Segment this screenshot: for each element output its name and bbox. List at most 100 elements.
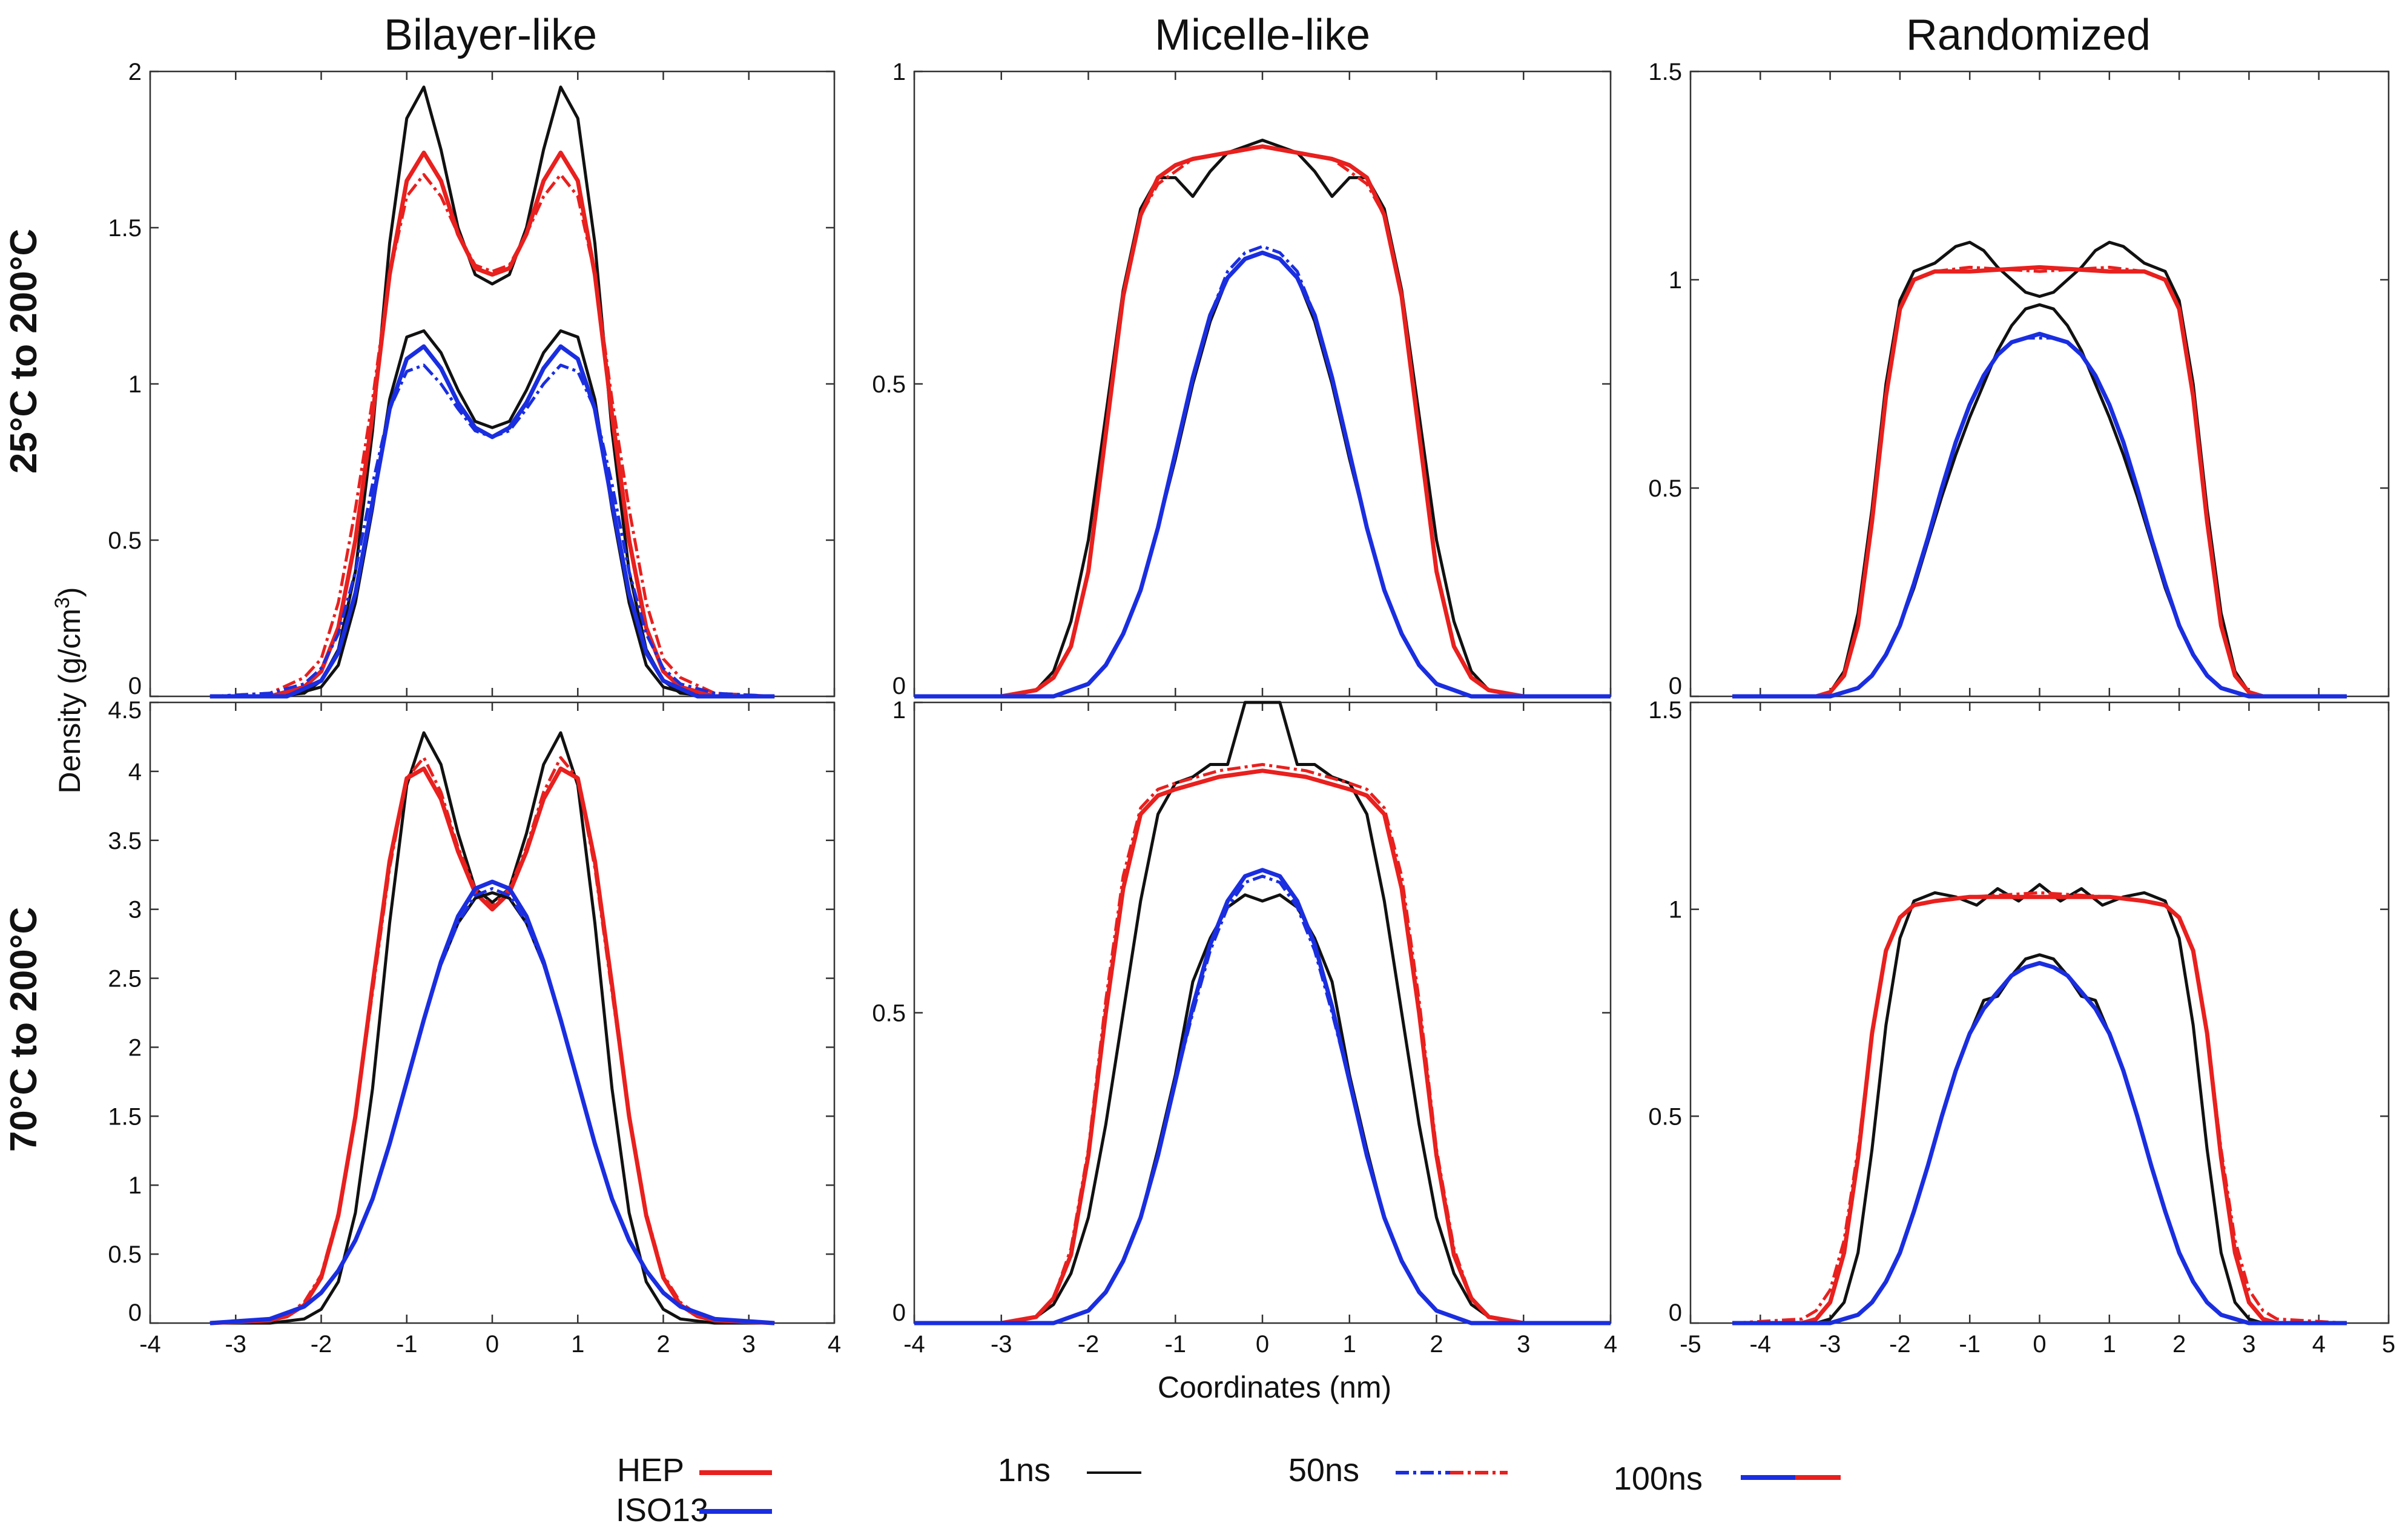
series-line-hep-1ns bbox=[1732, 240, 2347, 698]
column-title-bilayer: Bilayer-like bbox=[384, 11, 597, 59]
series-line-hep-50ns bbox=[914, 145, 1611, 698]
x-tick-label: 2 bbox=[2172, 1331, 2186, 1358]
y-tick-label: 1.5 bbox=[108, 215, 142, 242]
series-line-iso13-1ns bbox=[1732, 953, 2347, 1325]
x-tick-label: -4 bbox=[1750, 1331, 1772, 1358]
panel-p02: 0 0.5 1 1.5 bbox=[1648, 59, 2390, 699]
x-tick-label: -3 bbox=[225, 1331, 246, 1358]
series-line-iso13-1ns bbox=[914, 893, 1611, 1325]
y-tick-label: 1 bbox=[892, 59, 906, 85]
series-line-iso13-50ns bbox=[209, 363, 775, 698]
panel-p00: 0 0.5 1 1.5 2 bbox=[108, 59, 836, 699]
series-line-hep-1ns bbox=[209, 731, 775, 1325]
x-tick-label: 3 bbox=[1517, 1331, 1530, 1358]
y-tick-label: 0 bbox=[1669, 1299, 1682, 1326]
x-tick-label: -4 bbox=[903, 1331, 925, 1358]
series-line-iso13-50ns bbox=[1732, 962, 2347, 1325]
series-line-hep-1ns bbox=[1732, 883, 2347, 1325]
x-tick-label: -3 bbox=[991, 1331, 1012, 1358]
series-line-hep-50ns bbox=[1732, 891, 2347, 1325]
series-line-iso13-100ns bbox=[914, 868, 1611, 1326]
x-tick-label: 2 bbox=[1430, 1331, 1443, 1358]
series-line-iso13-1ns bbox=[209, 329, 775, 698]
series-line-iso13-50ns bbox=[914, 245, 1611, 698]
legend: HEP ISO13 1ns 50ns 100ns bbox=[616, 1452, 1841, 1528]
y-tick-label: 0 bbox=[892, 673, 906, 699]
panel-p01: 00.51 bbox=[872, 59, 1612, 699]
plot-frame bbox=[149, 701, 836, 1324]
x-tick-label: 0 bbox=[1256, 1331, 1269, 1358]
series-line-iso13-50ns bbox=[1732, 336, 2347, 698]
x-tick-label: 0 bbox=[2033, 1331, 2046, 1358]
legend-label-100ns: 100ns bbox=[1614, 1461, 1703, 1497]
series-line-iso13-50ns bbox=[914, 874, 1611, 1325]
y-tick-label: 0.5 bbox=[108, 1241, 142, 1268]
y-tick-label: 2 bbox=[128, 1034, 142, 1061]
y-tick-label: 1.5 bbox=[108, 1103, 142, 1130]
y-tick-label: 0 bbox=[892, 1299, 906, 1326]
series-line-iso13-1ns bbox=[914, 251, 1611, 698]
x-tick-label: -2 bbox=[1889, 1331, 1911, 1358]
y-tick-label: 0.5 bbox=[872, 371, 906, 398]
series-line-iso13-100ns bbox=[1732, 331, 2347, 699]
series-line-hep-1ns bbox=[914, 701, 1611, 1325]
legend-label-iso13: ISO13 bbox=[616, 1492, 708, 1528]
y-tick-label: 1.5 bbox=[1648, 697, 1682, 724]
x-tick-label: 1 bbox=[571, 1331, 584, 1358]
series-line-iso13-1ns bbox=[1732, 303, 2347, 698]
x-tick-label: 2 bbox=[656, 1331, 670, 1358]
series-line-hep-50ns bbox=[209, 173, 775, 698]
x-tick-label: -1 bbox=[1959, 1331, 1981, 1358]
y-axis-label: Density (g/cm3) bbox=[51, 587, 87, 793]
y-tick-label: 4 bbox=[128, 759, 142, 785]
panel-p12: -5 -4 -3 -2 -1 0 1 2 3 4 5 0 0.5 1 1.5 bbox=[1648, 697, 2395, 1358]
series-line-iso13-1ns bbox=[209, 891, 775, 1325]
panel-p11: -4 -3 -2 -1 0 1 2 3 4 0 0.5 1 bbox=[872, 697, 1617, 1358]
y-tick-label: 2 bbox=[128, 59, 142, 85]
series-line-hep-100ns bbox=[914, 144, 1611, 699]
series-line-hep-1ns bbox=[209, 85, 775, 698]
column-title-micelle: Micelle-like bbox=[1155, 11, 1370, 59]
y-tick-label: 2.5 bbox=[108, 966, 142, 992]
y-tick-label: 3 bbox=[128, 897, 142, 923]
row-label-bottom: 70°C to 200°C bbox=[3, 907, 45, 1152]
legend-label-50ns: 50ns bbox=[1288, 1452, 1359, 1488]
y-tick-label: 0.5 bbox=[1648, 1103, 1682, 1130]
x-tick-label: -1 bbox=[396, 1331, 418, 1358]
plot-frame bbox=[913, 701, 1612, 1324]
x-tick-label: 1 bbox=[1343, 1331, 1356, 1358]
x-tick-label: -1 bbox=[1164, 1331, 1186, 1358]
y-tick-label: 0 bbox=[1669, 673, 1682, 699]
x-tick-label: -5 bbox=[1680, 1331, 1701, 1358]
series-line-hep-50ns bbox=[1732, 265, 2347, 698]
plot-frame bbox=[1689, 701, 2390, 1324]
series-line-iso13-100ns bbox=[209, 344, 775, 699]
series-line-hep-100ns bbox=[914, 768, 1611, 1326]
y-tick-label: 0.5 bbox=[872, 1000, 906, 1027]
x-tick-label: 0 bbox=[486, 1331, 499, 1358]
series-line-iso13-100ns bbox=[1732, 961, 2347, 1326]
panel-p10: -4 -3 -2 -1 0 1 2 3 4 0 0.5 1 1.5 2 2.5 3 3.5 4 4.5 bbox=[108, 697, 841, 1358]
series-line-hep-100ns bbox=[1732, 265, 2347, 699]
column-title-randomized: Randomized bbox=[1906, 11, 2151, 59]
series-line-iso13-50ns bbox=[209, 887, 775, 1325]
y-tick-label: 1 bbox=[128, 1172, 142, 1199]
series-line-hep-100ns bbox=[209, 150, 775, 699]
y-tick-label: 1.5 bbox=[1648, 59, 1682, 85]
series-line-hep-100ns bbox=[209, 766, 775, 1326]
legend-label-1ns: 1ns bbox=[998, 1452, 1051, 1488]
y-tick-label: 1 bbox=[892, 697, 906, 724]
series-line-hep-1ns bbox=[914, 139, 1611, 698]
x-tick-label: 4 bbox=[2312, 1331, 2326, 1358]
y-tick-label: 4.5 bbox=[108, 697, 142, 724]
series-line-hep-50ns bbox=[914, 763, 1611, 1325]
x-tick-label: 5 bbox=[2382, 1331, 2395, 1358]
y-tick-label: 1 bbox=[1669, 897, 1682, 923]
y-tick-label: 1 bbox=[1669, 267, 1682, 294]
plot-frame bbox=[1689, 70, 2390, 698]
x-axis-label: Coordinates (nm) bbox=[1158, 1370, 1391, 1404]
plot-frame bbox=[913, 70, 1612, 698]
x-tick-label: 4 bbox=[1604, 1331, 1617, 1358]
legend-label-hep: HEP bbox=[617, 1452, 684, 1488]
